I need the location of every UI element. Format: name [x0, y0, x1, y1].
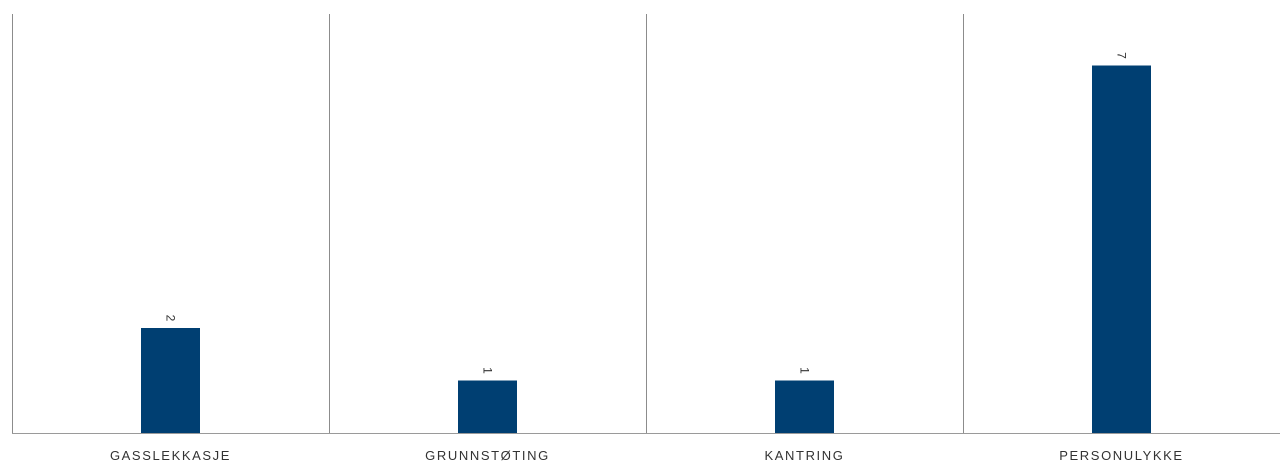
- data-labels: 2 1 1 7: [164, 52, 1129, 374]
- bar-personulykke: [1092, 65, 1151, 433]
- data-label: 7: [1115, 52, 1129, 59]
- bar-kantring: [775, 380, 834, 433]
- x-axis-tick-labels: GASSLEKKASJE GRUNNSTØTING KANTRING PERSONUL…: [110, 448, 1183, 461]
- bars: [141, 65, 1151, 433]
- bar-grunnstøting: [458, 380, 517, 433]
- bar-gasslekkasje: [141, 328, 200, 433]
- category-separators: [12, 14, 964, 433]
- x-tick-label: KANTRING: [765, 448, 845, 461]
- data-label: 1: [798, 367, 812, 374]
- data-label: 1: [481, 367, 495, 374]
- x-tick-label: GASSLEKKASJE: [110, 448, 231, 461]
- data-label: 2: [164, 315, 178, 322]
- x-tick-label: GRUNNSTØTING: [425, 448, 550, 461]
- x-tick-label: PERSONULYKKE: [1059, 448, 1183, 461]
